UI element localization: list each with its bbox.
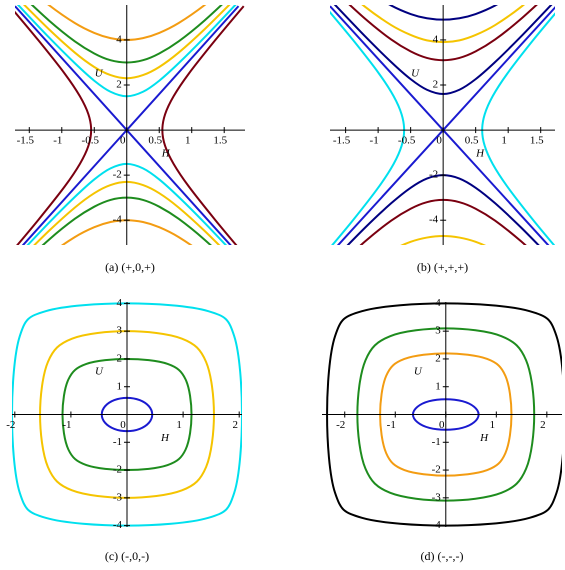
x-tick-label: 0 (439, 419, 445, 431)
y-axis-label: U (95, 67, 104, 79)
curve (12, 302, 242, 527)
caption: (a) (+,0,+) (105, 260, 155, 274)
x-tick-label: 1 (490, 419, 496, 431)
y-tick-label: -2 (429, 169, 438, 181)
panel: -2 -1 0 1 2 -4 -3 -2 -1 1 2 3 4 U H (c) (-,0,-) (6, 297, 242, 563)
y-tick-label: -2 (113, 169, 122, 181)
panel: -2 -1 0 1 2 -4 -3 -2 -1 1 2 3 4 U H (d) (-,-,-) (322, 297, 562, 563)
y-tick-label: 2 (116, 79, 122, 91)
x-tick-label: 0.5 (465, 135, 479, 147)
x-tick-label: -1.5 (17, 135, 35, 147)
y-axis-label: U (95, 365, 104, 377)
y-tick-label: 4 (117, 297, 123, 309)
y-tick-label: 3 (117, 325, 123, 337)
y-tick-label: -4 (113, 214, 123, 226)
x-tick-label: 0 (120, 135, 126, 147)
x-tick-label: 1 (501, 135, 507, 147)
panel: -1.5 -1 -0.5 0 0.5 1 1.5 -4 -2 2 4 U H (b) (+,+,+) (330, 5, 555, 274)
x-tick-label: -1 (370, 135, 379, 147)
x-axis-label: H (160, 432, 170, 444)
y-tick-label: -3 (432, 491, 442, 503)
x-tick-label: -2 (336, 419, 345, 431)
x-tick-label: -1.5 (333, 135, 351, 147)
x-tick-label: 0.5 (148, 135, 162, 147)
caption: (b) (+,+,+) (417, 260, 468, 274)
x-tick-label: -1 (53, 135, 62, 147)
x-axis-label: H (479, 432, 489, 444)
x-tick-label: 0 (436, 135, 442, 147)
x-tick-label: 1 (176, 419, 182, 431)
y-tick-label: -4 (113, 519, 123, 531)
y-tick-label: 3 (435, 325, 441, 337)
y-tick-label: 4 (116, 33, 122, 45)
x-tick-label: -0.5 (398, 135, 416, 147)
y-axis-label: U (414, 365, 423, 377)
y-tick-label: 1 (117, 380, 123, 392)
caption: (c) (-,0,-) (105, 549, 149, 563)
y-tick-label: 1 (435, 380, 441, 392)
y-axis-label: U (411, 67, 420, 79)
y-tick-label: -1 (432, 436, 441, 448)
x-tick-label: 0 (120, 419, 126, 431)
y-tick-label: 4 (433, 33, 439, 45)
y-tick-label: -2 (113, 464, 122, 476)
x-tick-label: 1.5 (213, 135, 227, 147)
x-tick-label: -1 (387, 419, 396, 431)
x-axis-label: H (475, 148, 485, 160)
y-tick-label: 2 (117, 352, 123, 364)
y-tick-label: 2 (433, 79, 439, 91)
x-tick-label: 1.5 (530, 135, 544, 147)
y-tick-label: -3 (113, 491, 123, 503)
y-tick-label: 4 (435, 297, 441, 309)
x-axis-label: H (161, 148, 171, 160)
x-tick-label: 2 (540, 419, 546, 431)
y-tick-label: -1 (113, 436, 122, 448)
caption: (d) (-,-,-) (421, 549, 464, 563)
x-tick-label: -1 (62, 419, 71, 431)
x-tick-label: 1 (185, 135, 191, 147)
y-tick-label: -2 (432, 464, 441, 476)
y-tick-label: 2 (435, 352, 441, 364)
x-tick-label: -0.5 (82, 135, 100, 147)
y-tick-label: -4 (429, 214, 439, 226)
x-tick-label: 2 (232, 419, 238, 431)
y-tick-label: -4 (432, 519, 442, 531)
x-tick-label: -2 (6, 419, 15, 431)
panel: -1.5 -1 -0.5 0 0.5 1 1.5 -4 -2 2 4 U H (a) (+,0,+) (15, 5, 245, 274)
